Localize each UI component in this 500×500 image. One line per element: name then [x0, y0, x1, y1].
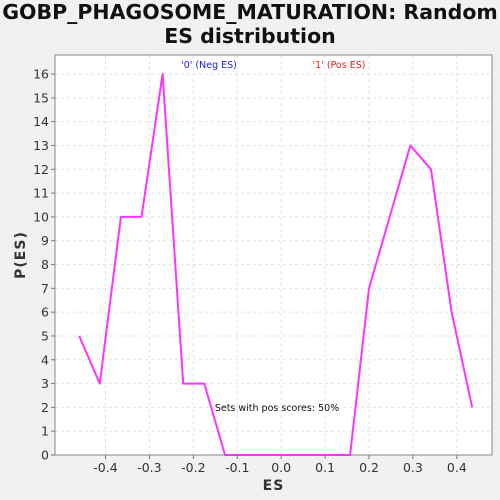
chart-title-line-1: GOBP_PHAGOSOME_MATURATION: Random: [2, 0, 498, 24]
y-tick-label: 8: [41, 257, 49, 272]
x-tick-label: 0.0: [271, 460, 291, 475]
y-tick-label: 4: [41, 352, 49, 367]
chart-title: GOBP_PHAGOSOME_MATURATION: Random ES dis…: [0, 0, 500, 48]
y-tick-label: 3: [41, 376, 49, 391]
plot-area: [55, 55, 492, 455]
x-tick-label: -0.3: [137, 460, 161, 475]
x-tick-label: -0.2: [181, 460, 205, 475]
y-tick-label: 0: [41, 448, 49, 463]
y-tick-label: 10: [33, 209, 49, 224]
y-tick-label: 12: [33, 162, 49, 177]
y-tick-label: 2: [41, 400, 49, 415]
x-tick-label: 0.1: [315, 460, 335, 475]
grid-lines: [55, 55, 492, 455]
legend-neg-es: '0' (Neg ES): [181, 60, 237, 71]
x-tick-label: 0.3: [403, 460, 423, 475]
x-tick-label: -0.4: [93, 460, 117, 475]
chart-title-line-2: ES distribution: [164, 24, 336, 48]
x-axis-title: ES: [263, 478, 285, 494]
legend-pos-es: '1' (Pos ES): [313, 60, 366, 71]
y-tick-label: 13: [33, 138, 49, 153]
y-tick-label: 14: [33, 114, 49, 129]
y-tick-label: 1: [41, 424, 49, 439]
y-tick-label: 7: [41, 281, 49, 296]
x-tick-label: 0.4: [447, 460, 467, 475]
y-tick-label: 15: [33, 90, 49, 105]
y-tick-label: 9: [41, 233, 49, 248]
y-tick-label: 5: [41, 328, 49, 343]
x-tick-label: 0.2: [359, 460, 379, 475]
y-tick-label: 11: [33, 186, 49, 201]
y-tick-label: 16: [33, 67, 49, 82]
es-distribution-line: [78, 73, 474, 456]
y-tick-label: 6: [41, 305, 49, 320]
series-layer: [78, 73, 474, 456]
y-axis-title: P(ES): [13, 231, 29, 279]
x-tick-label: -0.1: [225, 460, 249, 475]
pos-scores-annotation: Sets with pos scores: 50%: [215, 403, 339, 414]
